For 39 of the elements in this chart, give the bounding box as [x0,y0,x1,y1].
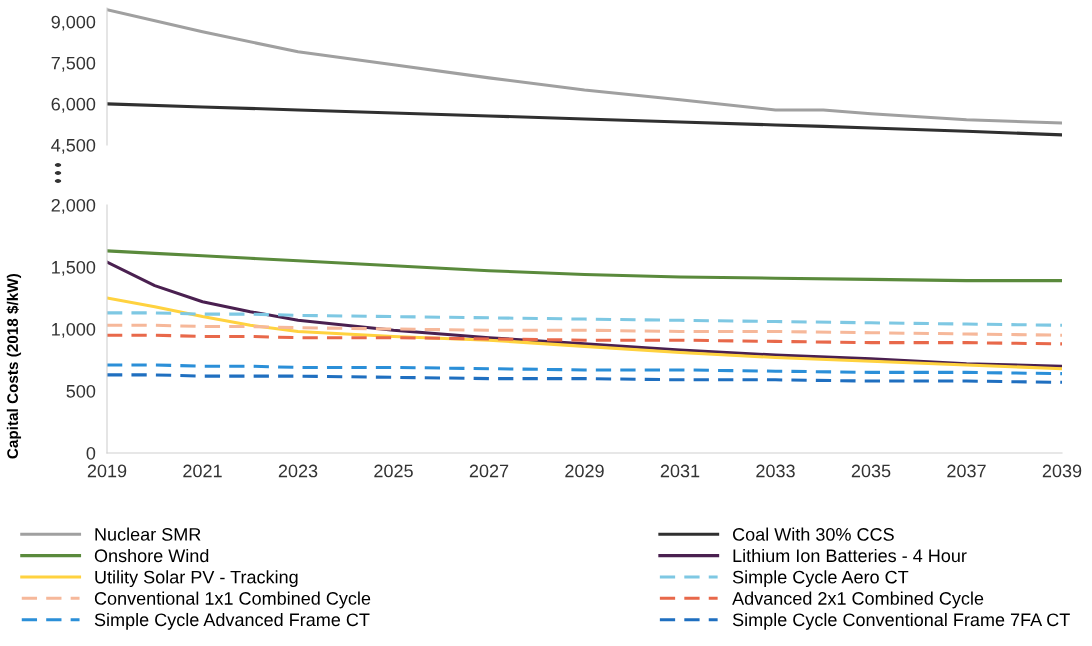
line-series [107,249,1062,283]
x-tick-label: 2025 [374,464,413,478]
x-tick-label: 2039 [1042,464,1082,478]
line-series [107,333,1062,346]
y-tick-label: 0 [86,446,96,460]
legend-label: Conventional 1x1 Combined Cycle [94,591,371,609]
line-series [107,102,1062,137]
x-tick-label: 2027 [469,464,509,478]
y-tick-label: 2,000 [51,198,96,214]
y-tick-label: 6,000 [51,97,96,113]
line-series [107,8,1062,125]
line-series [107,363,1062,376]
line-series [107,323,1062,337]
legend-label: Onshore Wind [94,548,209,563]
legend-label: Simple Cycle Aero CT [732,570,909,588]
x-tick-label: 2023 [278,464,318,478]
y-tick-label: 500 [66,384,96,398]
y-axis-title: Capital Costs (2018 $/kW) [6,273,22,459]
legend-label: Simple Cycle Conventional Frame 7FA CT [732,612,1070,630]
y-tick-label: 1,500 [52,260,96,276]
legend-label: Coal With 30% CCS [733,527,894,541]
legend-label: Nuclear SMR [95,527,201,541]
line-series [107,373,1062,384]
line-series [107,311,1062,327]
x-tick-label: 2031 [660,464,700,478]
y-tick-label: 4,500 [51,138,96,154]
y-tick-label: 7,500 [51,56,96,72]
x-tick-label: 2021 [183,464,222,478]
legend-label: Lithium Ion Batteries - 4 Hour [733,548,967,563]
x-tick-label: 2037 [947,464,986,478]
x-tick-label: 2033 [756,464,795,478]
x-tick-label: 2019 [87,464,127,478]
x-tick-label: 2035 [851,464,891,478]
legend-label: Utility Solar PV - Tracking [95,570,298,588]
y-tick-label: 9,000 [51,15,96,31]
legend-label: Simple Cycle Advanced Frame CT [94,612,370,630]
y-tick-label: 1,000 [52,322,96,338]
x-tick-label: 2029 [565,464,604,478]
legend-label: Advanced 2x1 Combined Cycle [732,591,984,609]
